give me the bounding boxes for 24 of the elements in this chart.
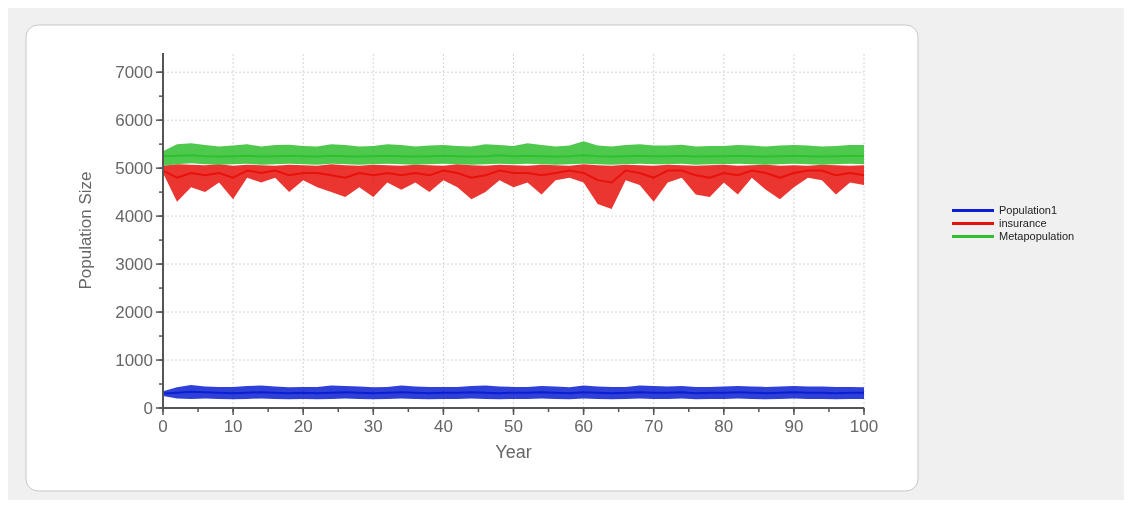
x-tick-label: 100 xyxy=(849,417,879,436)
x-axis-title: Year xyxy=(495,442,532,462)
x-tick-label: 0 xyxy=(158,417,168,436)
y-tick-label: 1000 xyxy=(115,350,153,370)
y-axis-title: Population Size xyxy=(76,171,95,290)
x-tick-label: 80 xyxy=(714,417,734,436)
x-tick-label: 10 xyxy=(223,417,243,436)
y-tick-label: 6000 xyxy=(115,111,153,131)
y-tick-label: 5000 xyxy=(115,159,153,179)
y-tick-label: 7000 xyxy=(115,63,153,83)
legend-label: Metapopulation xyxy=(999,230,1075,243)
legend-label: insurance xyxy=(999,217,1047,230)
y-tick-label: 0 xyxy=(143,398,153,418)
x-tick-label: 20 xyxy=(293,417,313,436)
y-tick-label: 2000 xyxy=(115,303,153,322)
x-tick-label: 40 xyxy=(433,417,453,436)
y-tick-label: 3000 xyxy=(115,255,153,275)
x-tick-label: 90 xyxy=(784,417,804,436)
x-tick-label: 30 xyxy=(363,417,383,436)
x-tick-label: 50 xyxy=(504,417,523,436)
x-tick-label: 60 xyxy=(574,417,594,436)
legend-label: Population1 xyxy=(999,204,1058,217)
x-tick-label: 70 xyxy=(644,417,664,436)
y-tick-label: 4000 xyxy=(115,207,153,227)
